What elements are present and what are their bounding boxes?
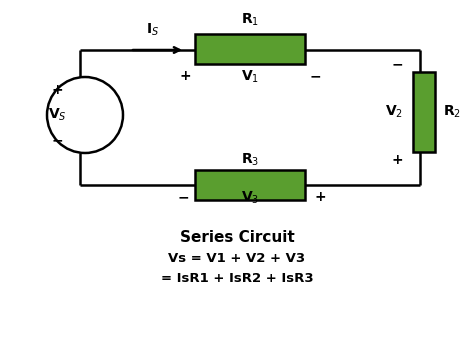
Text: V$_3$: V$_3$ [241,190,259,206]
Text: −: − [392,57,403,71]
Bar [195,34,305,64]
Text: +: + [51,83,63,97]
Text: V$_S$: V$_S$ [47,107,66,123]
Text: R$_2$: R$_2$ [443,104,461,120]
Text: Vs = V1 + V2 + V3: Vs = V1 + V2 + V3 [168,252,306,265]
Text: = IsR1 + IsR2 + IsR3: = IsR1 + IsR2 + IsR3 [161,272,313,285]
Text: I$_S$: I$_S$ [146,22,160,38]
Text: −: − [177,190,189,204]
Text: Series Circuit: Series Circuit [180,230,294,245]
Bar [195,170,305,200]
Text: +: + [179,69,191,83]
Text: −: − [51,133,63,147]
Text: V$_1$: V$_1$ [241,69,259,85]
Bar [413,72,435,152]
Text: V$_2$: V$_2$ [385,104,403,120]
Text: R$_1$: R$_1$ [241,12,259,28]
Text: +: + [392,153,403,167]
Text: R$_3$: R$_3$ [241,152,259,168]
Text: −: − [309,69,321,83]
Text: +: + [314,190,326,204]
